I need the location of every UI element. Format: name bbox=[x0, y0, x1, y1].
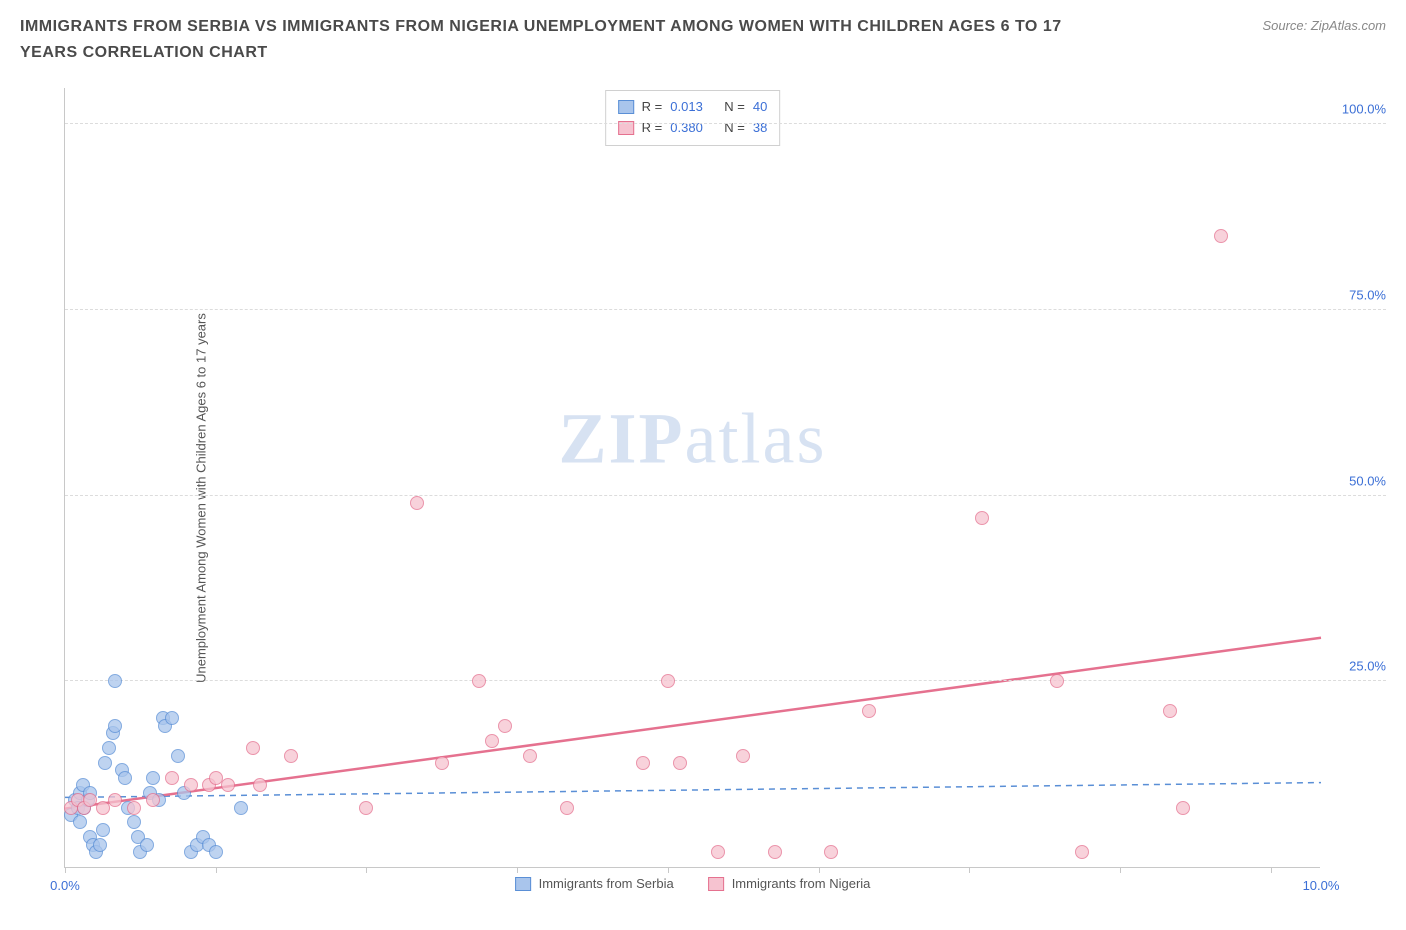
data-point bbox=[246, 741, 260, 755]
data-point bbox=[1075, 845, 1089, 859]
data-point bbox=[523, 749, 537, 763]
data-point bbox=[1050, 674, 1064, 688]
legend-r-value: 0.013 bbox=[670, 97, 716, 118]
data-point bbox=[435, 756, 449, 770]
data-point bbox=[234, 801, 248, 815]
x-tick-label: 0.0% bbox=[50, 878, 80, 893]
data-point bbox=[127, 801, 141, 815]
legend-series-name: Immigrants from Serbia bbox=[539, 876, 674, 891]
data-point bbox=[768, 845, 782, 859]
data-point bbox=[284, 749, 298, 763]
x-tick bbox=[216, 867, 217, 873]
correlation-chart: Unemployment Among Women with Children A… bbox=[20, 88, 1386, 908]
data-point bbox=[711, 845, 725, 859]
y-tick-label: 100.0% bbox=[1326, 102, 1386, 117]
x-tick bbox=[517, 867, 518, 873]
legend-item: Immigrants from Nigeria bbox=[708, 876, 871, 891]
data-point bbox=[93, 838, 107, 852]
page-title: IMMIGRANTS FROM SERBIA VS IMMIGRANTS FRO… bbox=[20, 14, 1120, 65]
data-point bbox=[221, 778, 235, 792]
data-point bbox=[1214, 229, 1228, 243]
data-point bbox=[862, 704, 876, 718]
legend-stat-label: R = bbox=[642, 97, 663, 118]
data-point bbox=[410, 496, 424, 510]
x-tick bbox=[1271, 867, 1272, 873]
grid-line bbox=[65, 680, 1386, 681]
data-point bbox=[485, 734, 499, 748]
legend-series-name: Immigrants from Nigeria bbox=[732, 876, 871, 891]
data-point bbox=[1163, 704, 1177, 718]
watermark: ZIPatlas bbox=[559, 397, 827, 480]
data-point bbox=[1176, 801, 1190, 815]
data-point bbox=[73, 815, 87, 829]
legend-stat-label: R = bbox=[642, 118, 663, 139]
series-legend: Immigrants from Serbia Immigrants from Ni… bbox=[515, 876, 871, 891]
data-point bbox=[146, 793, 160, 807]
plot-area: ZIPatlas R =0.013N =40R =0.380N =38 Immi… bbox=[64, 88, 1320, 868]
x-tick-label: 10.0% bbox=[1303, 878, 1340, 893]
x-tick bbox=[969, 867, 970, 873]
data-point bbox=[824, 845, 838, 859]
data-point bbox=[359, 801, 373, 815]
legend-row: R = 0.380 N = 38 bbox=[618, 118, 768, 139]
data-point bbox=[96, 823, 110, 837]
data-point bbox=[98, 756, 112, 770]
data-point bbox=[165, 771, 179, 785]
data-point bbox=[140, 838, 154, 852]
legend-swatch bbox=[515, 877, 531, 891]
legend-stat-label: N = bbox=[724, 97, 745, 118]
legend-swatch bbox=[708, 877, 724, 891]
x-tick bbox=[819, 867, 820, 873]
data-point bbox=[560, 801, 574, 815]
x-tick bbox=[65, 867, 66, 873]
x-tick bbox=[668, 867, 669, 873]
legend-n-value: 38 bbox=[753, 118, 767, 139]
data-point bbox=[472, 674, 486, 688]
data-point bbox=[96, 801, 110, 815]
data-point bbox=[975, 511, 989, 525]
data-point bbox=[165, 711, 179, 725]
data-point bbox=[102, 741, 116, 755]
legend-item: Immigrants from Serbia bbox=[515, 876, 674, 891]
legend-n-value: 40 bbox=[753, 97, 767, 118]
legend-r-value: 0.380 bbox=[670, 118, 716, 139]
data-point bbox=[108, 793, 122, 807]
y-tick-label: 75.0% bbox=[1326, 287, 1386, 302]
data-point bbox=[146, 771, 160, 785]
data-point bbox=[118, 771, 132, 785]
data-point bbox=[184, 778, 198, 792]
data-point bbox=[636, 756, 650, 770]
data-point bbox=[661, 674, 675, 688]
data-point bbox=[673, 756, 687, 770]
y-tick-label: 25.0% bbox=[1326, 659, 1386, 674]
data-point bbox=[108, 719, 122, 733]
data-point bbox=[127, 815, 141, 829]
correlation-legend: R = 0.013 N = 40 R = 0.380 N = 38 bbox=[605, 90, 781, 146]
legend-row: R = 0.013 N = 40 bbox=[618, 97, 768, 118]
grid-line bbox=[65, 495, 1386, 496]
legend-swatch bbox=[618, 100, 634, 114]
legend-stat-label: N = bbox=[724, 118, 745, 139]
grid-line bbox=[65, 309, 1386, 310]
data-point bbox=[209, 845, 223, 859]
x-tick bbox=[1120, 867, 1121, 873]
source-credit: Source: ZipAtlas.com bbox=[1262, 14, 1386, 33]
data-point bbox=[498, 719, 512, 733]
data-point bbox=[736, 749, 750, 763]
y-tick-label: 50.0% bbox=[1326, 473, 1386, 488]
data-point bbox=[108, 674, 122, 688]
grid-line bbox=[65, 123, 1386, 124]
x-tick bbox=[366, 867, 367, 873]
data-point bbox=[171, 749, 185, 763]
data-point bbox=[253, 778, 267, 792]
